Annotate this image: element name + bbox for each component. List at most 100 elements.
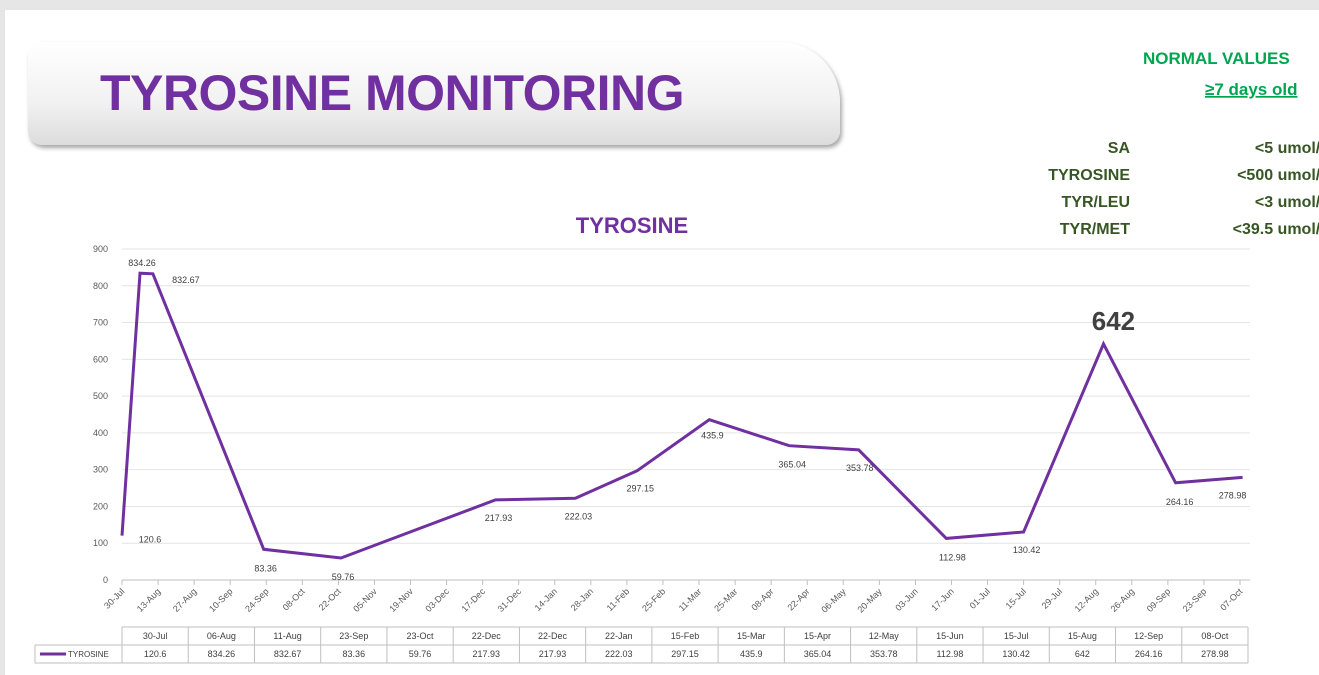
table-value: 278.98 <box>1201 649 1229 659</box>
data-label: 365.04 <box>778 460 806 470</box>
x-tick-label: 22-Oct <box>317 586 344 613</box>
y-tick-label: 100 <box>93 538 108 548</box>
table-date: 15-Feb <box>671 631 700 641</box>
slide: TYROSINE MONITORING <box>5 10 1319 675</box>
y-tick-label: 200 <box>93 501 108 511</box>
x-tick-label: 15-Jul <box>1004 586 1028 610</box>
x-tick-label: 14-Jan <box>533 586 560 613</box>
table-date: 11-Aug <box>273 631 301 641</box>
y-tick-label: 600 <box>93 354 108 364</box>
x-tick-label: 13-Aug <box>135 586 163 614</box>
x-tick-label: 26-Aug <box>1109 586 1137 614</box>
data-label: 83.36 <box>254 563 277 573</box>
normal-label: TYR/MET <box>1060 221 1130 238</box>
table-value: 365.04 <box>804 649 832 659</box>
x-tick-label: 23-Sep <box>1181 586 1209 614</box>
table-value: 353.78 <box>870 649 898 659</box>
x-tick-label: 01-Jul <box>968 586 992 610</box>
series-line <box>120 271 1243 560</box>
table-date: 12-Sep <box>1134 631 1163 641</box>
table-date: 15-Mar <box>737 631 766 641</box>
normal-label: TYROSINE <box>1048 167 1130 184</box>
table-value: 222.03 <box>605 649 633 659</box>
x-tick-label: 31-Dec <box>496 586 524 614</box>
data-label: 832.67 <box>172 275 200 285</box>
data-label: 59.76 <box>332 572 355 582</box>
table-date: 15-Apr <box>804 631 831 641</box>
table-value: 83.36 <box>343 649 366 659</box>
table-date: 12-May <box>869 631 900 641</box>
y-tick-label: 500 <box>93 391 108 401</box>
table-date: 22-Dec <box>538 631 568 641</box>
data-label: 112.98 <box>939 552 966 562</box>
header-box: TYROSINE MONITORING <box>28 42 840 145</box>
x-tick-label: 22-Apr <box>785 586 811 612</box>
table-date: 06-Aug <box>207 631 236 641</box>
normal-values-subtitle: ≥7 days old <box>1205 80 1297 99</box>
x-tick-label: 19-Nov <box>387 586 415 614</box>
y-tick-label: 700 <box>93 318 108 328</box>
normal-value: <500 umol/L <box>1237 167 1319 184</box>
table-value: 217.93 <box>473 649 501 659</box>
data-label: 834.26 <box>128 258 156 268</box>
table-value: 112.98 <box>937 649 964 659</box>
table-value: 642 <box>1075 649 1090 659</box>
y-tick-label: 300 <box>93 465 108 475</box>
x-tick-label: 30-Jul <box>102 586 126 610</box>
x-tick-label: 12-Aug <box>1073 586 1101 614</box>
data-label: 264.16 <box>1166 497 1194 507</box>
y-tick-label: 900 <box>93 244 108 254</box>
table-value: 120.6 <box>144 649 167 659</box>
y-tick-label: 400 <box>93 428 108 438</box>
table-date: 30-Jul <box>143 631 168 641</box>
x-tick-label: 24-Sep <box>243 586 271 614</box>
data-label: 278.98 <box>1219 490 1247 500</box>
normal-label: TYR/LEU <box>1062 194 1130 211</box>
data-label: 435.9 <box>701 431 724 441</box>
x-tick-label: 07-Oct <box>1218 586 1245 613</box>
normal-value: <39.5 umol/L <box>1233 221 1319 238</box>
table-value: 130.42 <box>1002 649 1030 659</box>
normal-label: SA <box>1108 140 1131 157</box>
y-tick-label: 800 <box>93 281 108 291</box>
table-date: 15-Jul <box>1004 631 1029 641</box>
y-tick-label: 0 <box>103 575 108 585</box>
x-tick-label: 28-Jan <box>569 586 596 613</box>
data-label: 130.42 <box>1013 545 1041 555</box>
table-date: 15-Aug <box>1068 631 1097 641</box>
table-value: 435.9 <box>740 649 763 659</box>
x-tick-label: 17-Dec <box>459 586 487 614</box>
table-date: 23-Oct <box>407 631 435 641</box>
table-value: 217.93 <box>539 649 567 659</box>
x-tick-label: 08-Oct <box>281 586 308 613</box>
table-value: 832.67 <box>274 649 302 659</box>
x-tick-label: 25-Mar <box>712 586 739 613</box>
x-tick-label: 11-Mar <box>677 586 704 613</box>
table-value: 59.76 <box>409 649 432 659</box>
table-date: 22-Jan <box>605 631 633 641</box>
x-tick-label: 20-May <box>855 586 884 615</box>
x-tick-label: 17-Jun <box>929 586 956 613</box>
x-tick-label: 10-Sep <box>207 586 235 614</box>
normal-values-title: NORMAL VALUES <box>1143 49 1290 68</box>
x-tick-label: 03-Jun <box>893 586 920 613</box>
table-date: 23-Sep <box>339 631 368 641</box>
data-label: 642 <box>1092 306 1135 336</box>
data-label: 297.15 <box>626 484 654 494</box>
table-date: 15-Jun <box>936 631 964 641</box>
x-tick-label: 27-Aug <box>171 586 199 614</box>
table-value: 834.26 <box>208 649 236 659</box>
data-label: 222.03 <box>565 511 593 521</box>
table-value: 297.15 <box>671 649 699 659</box>
table-date: 08-Oct <box>1201 631 1229 641</box>
x-tick-label: 05-Nov <box>351 586 379 614</box>
table-date: 22-Dec <box>472 631 502 641</box>
x-tick-label: 29-Jul <box>1040 586 1064 610</box>
page-title: TYROSINE MONITORING <box>100 65 685 121</box>
data-label: 353.78 <box>846 463 874 473</box>
x-tick-label: 08-Apr <box>749 586 775 612</box>
x-tick-label: 09-Sep <box>1145 586 1173 614</box>
legend-label: TYROSINE <box>68 650 109 659</box>
